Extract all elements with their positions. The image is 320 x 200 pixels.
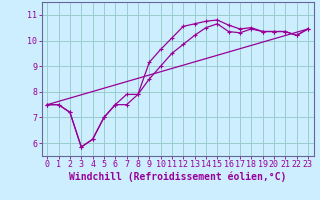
X-axis label: Windchill (Refroidissement éolien,°C): Windchill (Refroidissement éolien,°C)	[69, 172, 286, 182]
